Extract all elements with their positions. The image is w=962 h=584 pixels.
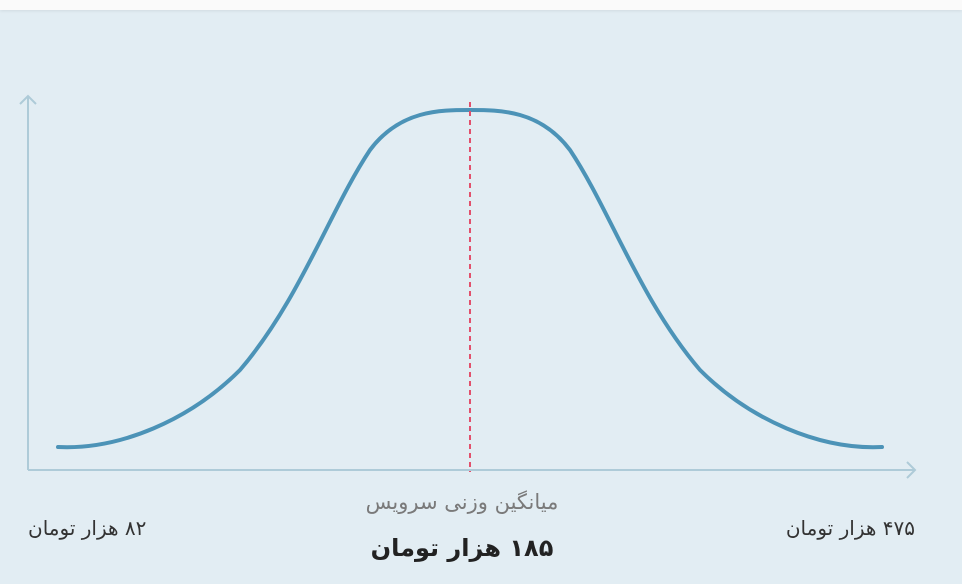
mean-title: میانگین وزنی سرویس xyxy=(365,490,559,514)
mean-value: ۱۸۵ هزار تومان xyxy=(370,534,554,562)
max-price: ۴۷۵ هزار تومان xyxy=(785,516,915,540)
axes xyxy=(19,94,917,479)
x-arrow xyxy=(906,461,917,479)
min-price: ۸۲ هزار تومان xyxy=(28,516,147,540)
bell-curve xyxy=(56,107,884,450)
top-bar xyxy=(0,0,962,10)
y-arrow xyxy=(19,94,37,105)
